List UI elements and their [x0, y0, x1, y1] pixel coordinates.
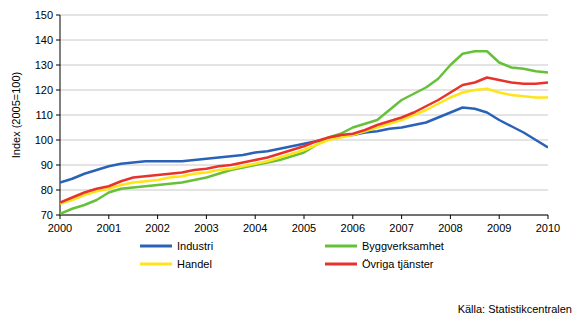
x-tick-label: 2007 — [389, 222, 413, 234]
series-line — [60, 78, 548, 203]
chart: 70 80 90 100 110 120 130 140 150 2000 2001 2002 2003… — [0, 0, 578, 330]
x-tick — [304, 215, 305, 219]
source: Källa: Statistikcentralen — [458, 303, 572, 315]
y-tick-label: 130 — [35, 59, 53, 71]
x-tick-label: 2009 — [487, 222, 511, 234]
grid-line — [60, 115, 548, 116]
y-tick — [56, 215, 60, 216]
x-tick-label: 2006 — [341, 222, 365, 234]
x-tick — [157, 215, 158, 219]
x-tick — [255, 215, 256, 219]
y-tick — [56, 115, 60, 116]
x-tick-label: 2002 — [145, 222, 169, 234]
x-tick-label: 2001 — [97, 222, 121, 234]
y-tick — [56, 90, 60, 91]
legend-label: Industri — [177, 240, 213, 252]
legend-swatch — [140, 245, 172, 248]
legend-label: Handel — [177, 258, 212, 270]
x-tick — [499, 215, 500, 219]
y-tick-label: 110 — [35, 109, 53, 121]
y-tick — [56, 190, 60, 191]
x-tick — [401, 215, 402, 219]
x-tick-label: 2004 — [243, 222, 267, 234]
grid-line — [60, 40, 548, 41]
legend-item: Byggverksamhet — [325, 240, 444, 252]
grid-line — [60, 15, 548, 16]
legend-swatch — [325, 263, 357, 266]
lines — [60, 51, 548, 214]
grid-line — [60, 140, 548, 141]
y-tick-label: 100 — [35, 134, 53, 146]
legend-item: Industri — [140, 240, 213, 252]
series-line — [60, 51, 548, 214]
legend-item: Övriga tjänster — [325, 258, 434, 270]
grid-line — [60, 65, 548, 66]
y-axis-label: Index (2005=100) — [10, 72, 22, 159]
x-tick-label: 2010 — [536, 222, 560, 234]
legend-item: Handel — [140, 258, 212, 270]
y-tick-label: 140 — [35, 34, 53, 46]
grid-line — [60, 215, 548, 216]
x-axis — [60, 215, 548, 216]
legend-label: Övriga tjänster — [362, 258, 434, 270]
legend-swatch — [325, 245, 357, 248]
y-tick-label: 90 — [41, 159, 53, 171]
y-tick — [56, 65, 60, 66]
y-tick — [56, 140, 60, 141]
y-tick-label: 120 — [35, 84, 53, 96]
grid-line — [60, 190, 548, 191]
grid-line — [60, 165, 548, 166]
x-tick — [206, 215, 207, 219]
y-tick-label: 70 — [41, 209, 53, 221]
x-tick — [60, 215, 61, 219]
y-tick-label: 150 — [35, 9, 53, 21]
x-tick-label: 2005 — [292, 222, 316, 234]
y-tick-label: 80 — [41, 184, 53, 196]
y-tick — [56, 165, 60, 166]
legend-label: Byggverksamhet — [362, 240, 444, 252]
x-tick-label: 2000 — [48, 222, 72, 234]
legend-swatch — [140, 263, 172, 266]
y-tick — [56, 40, 60, 41]
y-axis — [60, 15, 61, 215]
x-tick — [108, 215, 109, 219]
y-tick — [56, 15, 60, 16]
x-tick — [450, 215, 451, 219]
x-tick-label: 2008 — [438, 222, 462, 234]
x-tick-label: 2003 — [194, 222, 218, 234]
x-tick — [548, 215, 549, 219]
x-tick — [352, 215, 353, 219]
